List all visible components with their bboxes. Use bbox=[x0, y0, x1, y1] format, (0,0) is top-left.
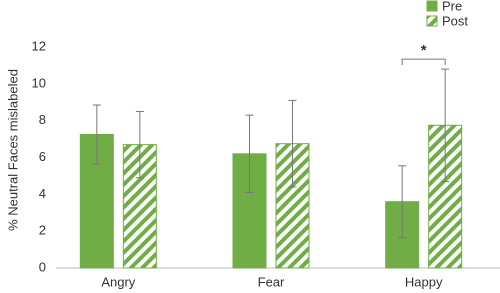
significance-bracket bbox=[401, 58, 446, 66]
significance-mark: * bbox=[421, 42, 427, 59]
legend-label: Pre bbox=[442, 0, 462, 13]
legend-swatch bbox=[426, 0, 438, 12]
y-axis-label: % Neutral Faces mislabeled bbox=[5, 69, 20, 231]
y-tick-label: 10 bbox=[32, 75, 46, 90]
y-tick-label: 0 bbox=[39, 259, 46, 274]
y-tick-label: 12 bbox=[32, 38, 46, 53]
y-tick-label: 8 bbox=[39, 112, 46, 127]
y-tick-label: 4 bbox=[39, 186, 46, 201]
legend-label: Post bbox=[442, 13, 468, 28]
x-tick-label: Angry bbox=[101, 274, 135, 289]
legend-swatch bbox=[426, 15, 438, 27]
y-tick-label: 6 bbox=[39, 149, 46, 164]
x-tick-label: Fear bbox=[258, 274, 285, 289]
y-tick-label: 2 bbox=[39, 223, 46, 238]
x-tick-label: Happy bbox=[405, 274, 443, 289]
